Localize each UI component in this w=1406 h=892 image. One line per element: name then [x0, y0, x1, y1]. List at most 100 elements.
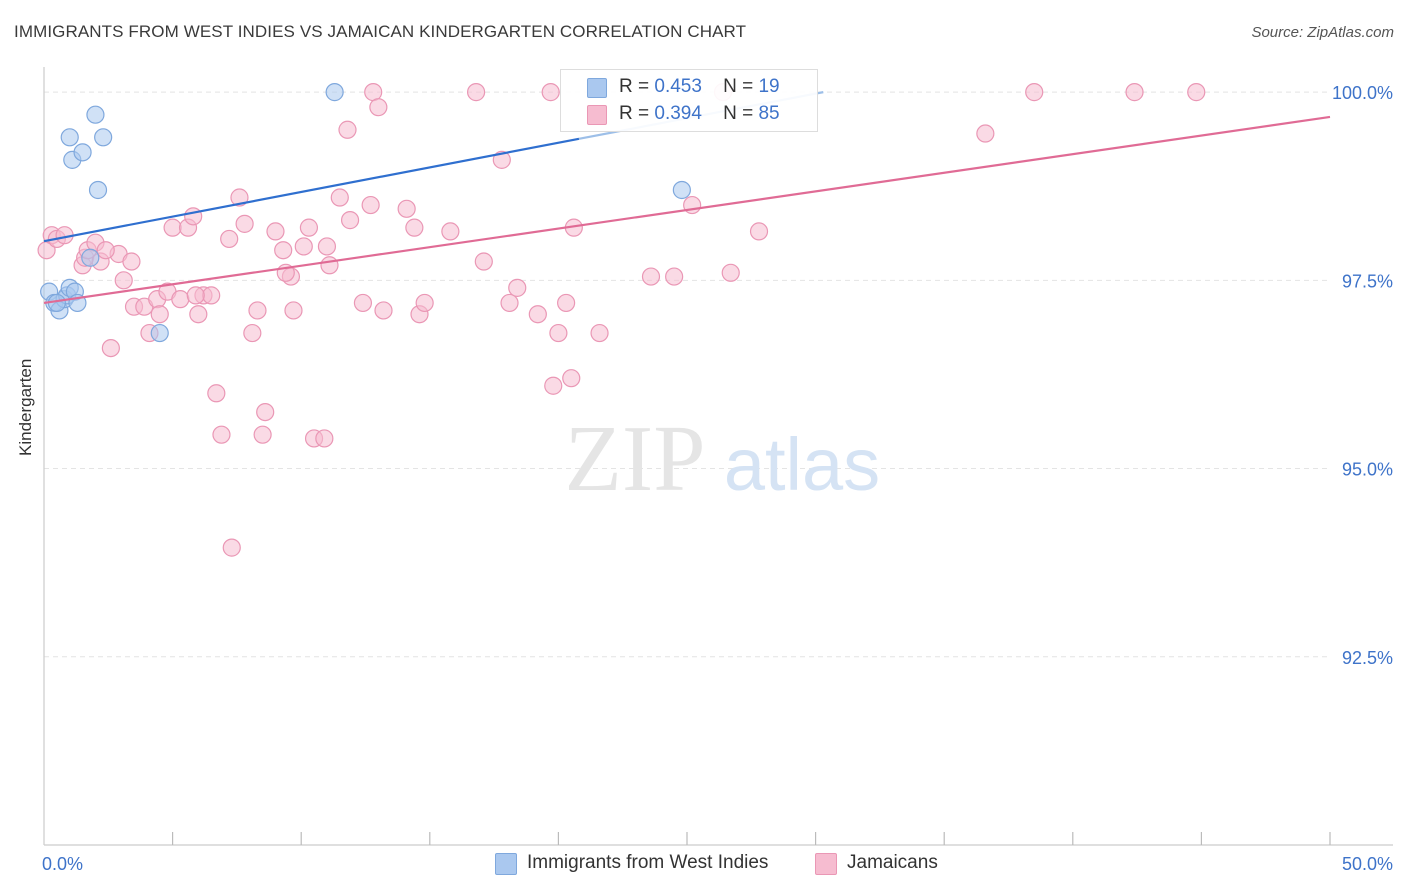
jamaican-point: [114, 271, 133, 290]
jamaican-trend-line: [43, 115, 1331, 305]
legend-swatch-pink: [587, 105, 607, 125]
jamaican-point: [976, 124, 995, 143]
west-indies-point: [88, 180, 108, 200]
jamaican-point: [248, 301, 267, 320]
jamaican-point: [721, 263, 740, 282]
stats-legend: R = 0.453 N = 19 R = 0.394 N = 85: [560, 69, 818, 132]
jamaican-point: [243, 323, 262, 343]
jamaican-point: [361, 195, 380, 215]
jamaican-point: [544, 376, 563, 395]
west-indies-point: [94, 128, 113, 147]
jamaican-point: [274, 241, 293, 260]
y-tick-label: 97.5%: [1342, 271, 1393, 291]
jamaican-point: [1187, 83, 1206, 102]
jamaican-point: [641, 267, 661, 286]
jamaican-point: [549, 323, 568, 343]
jamaican-point: [235, 214, 254, 233]
jamaican-point: [374, 301, 393, 320]
jamaican-point: [466, 83, 486, 102]
jamaican-point: [364, 83, 383, 102]
west-indies-point: [86, 105, 105, 124]
series-name: Immigrants from West Indies: [527, 852, 769, 873]
jamaican-point: [541, 83, 560, 102]
y-axis-label: Kindergarten: [16, 358, 35, 456]
jamaican-point: [186, 286, 205, 305]
jamaican-point: [184, 207, 203, 226]
jamaican-point: [163, 218, 182, 237]
jamaican-point: [266, 222, 285, 241]
jamaican-point: [340, 211, 360, 230]
jamaican-point: [315, 429, 334, 448]
jamaican-point: [212, 425, 231, 444]
jamaican-point: [749, 222, 769, 241]
y-tick-label: 95.0%: [1342, 460, 1393, 480]
y-tick-label: 100.0%: [1332, 83, 1393, 103]
jamaican-point: [202, 286, 221, 305]
jamaican-point: [492, 150, 511, 169]
gridlines: [44, 91, 1330, 658]
jamaican-point: [330, 188, 349, 207]
legend-n-value: 19: [758, 76, 780, 97]
jamaican-point: [441, 222, 460, 241]
legend-n-label: N =: [723, 103, 754, 124]
series-swatch-pink: [815, 853, 837, 875]
west-indies-point: [60, 128, 79, 147]
jamaican-point: [415, 293, 434, 313]
jamaican-point: [294, 237, 313, 256]
y-tick-label: 92.5%: [1342, 648, 1393, 668]
jamaican-point: [207, 384, 226, 403]
jamaican-point: [220, 229, 239, 249]
west-indies-point: [81, 248, 100, 267]
source-credit: Source: ZipAtlas.com: [1251, 24, 1394, 41]
jamaican-point: [590, 323, 609, 343]
tick-labels: 100.0% 97.5% 95.0% 92.5% 0.0% 50.0%: [42, 83, 1393, 874]
west-indies-point: [73, 143, 92, 162]
jamaican-point: [508, 278, 527, 297]
jamaican-point: [189, 305, 208, 324]
jamaican-point: [284, 301, 303, 320]
legend-r-value: 0.453: [654, 76, 702, 97]
watermark: ZIP atlas: [565, 407, 881, 511]
watermark-atlas: atlas: [724, 423, 880, 506]
jamaican-point: [122, 252, 141, 271]
jamaican-point: [369, 98, 388, 117]
west-indies-point: [325, 83, 344, 102]
jamaican-point: [1025, 83, 1044, 102]
legend-n-value: 85: [758, 103, 780, 124]
x-tick-label: 50.0%: [1342, 854, 1393, 874]
legend-r-label: R =: [619, 103, 650, 124]
jamaican-point: [500, 293, 519, 313]
jamaican-point: [253, 425, 272, 444]
jamaican-point: [562, 369, 581, 388]
jamaican-point: [317, 237, 337, 256]
west-indies-point: [150, 323, 169, 343]
jamaican-point: [101, 338, 120, 358]
jamaican-point: [338, 120, 357, 139]
jamaican-point: [256, 402, 275, 422]
legend-n-label: N =: [723, 76, 754, 97]
jamaican-point: [171, 290, 190, 309]
west-indies-trend-line: [43, 137, 580, 243]
jamaican-point: [222, 538, 241, 557]
jamaican-point: [665, 267, 684, 286]
west-indies-point: [672, 180, 691, 200]
jamaican-point: [320, 256, 339, 275]
jamaican-point: [299, 218, 319, 237]
jamaican-point: [150, 305, 169, 324]
axes: [43, 67, 1393, 846]
jamaican-point: [405, 218, 424, 237]
chart-title: IMMIGRANTS FROM WEST INDIES VS JAMAICAN …: [14, 22, 747, 41]
points: [37, 83, 1206, 557]
watermark-zip: ZIP: [565, 407, 706, 511]
jamaican-point: [557, 293, 576, 313]
jamaican-point: [230, 188, 249, 207]
legend-swatch-blue: [587, 78, 607, 98]
series-swatch-blue: [495, 853, 517, 875]
jamaican-point: [353, 293, 373, 313]
jamaican-point: [397, 199, 416, 218]
jamaican-point: [528, 305, 547, 324]
jamaican-point: [1125, 83, 1144, 102]
series-name: Jamaicans: [847, 852, 938, 873]
legend-r-label: R =: [619, 76, 650, 97]
